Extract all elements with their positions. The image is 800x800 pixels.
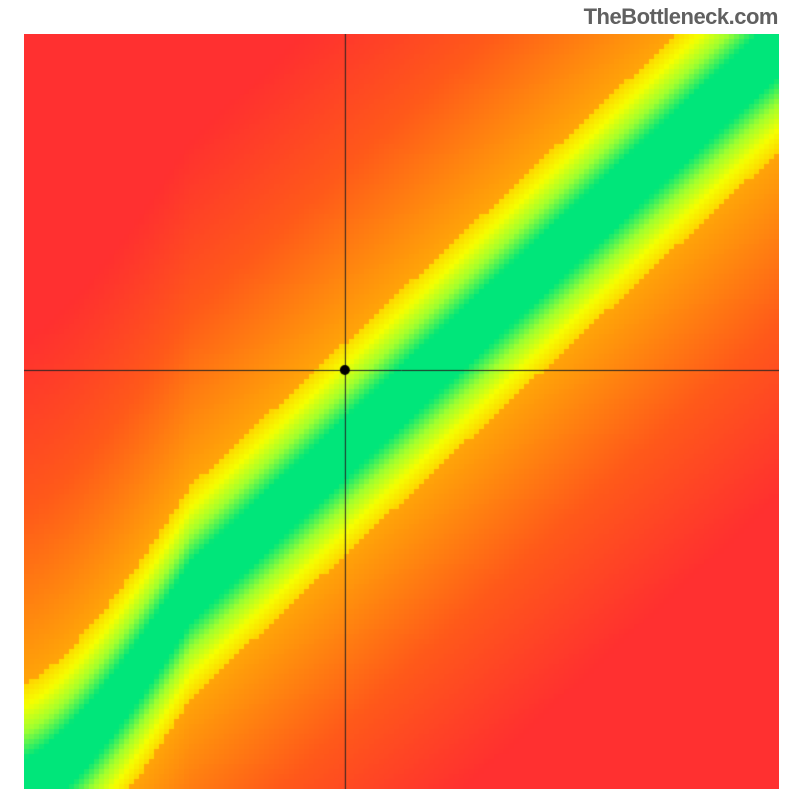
watermark: TheBottleneck.com bbox=[584, 4, 778, 30]
bottleneck-heatmap bbox=[24, 34, 779, 789]
